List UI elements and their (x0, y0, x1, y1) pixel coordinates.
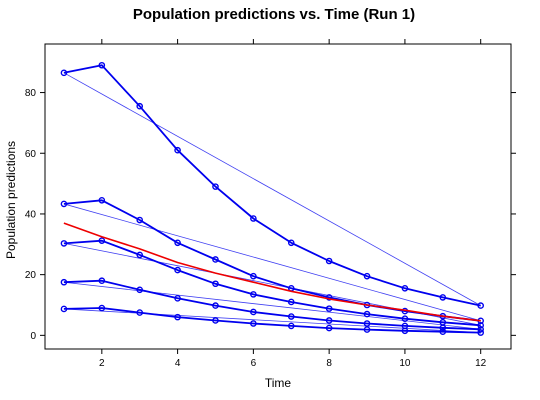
x-tick-label-1: 4 (175, 358, 181, 369)
series-line-4 (63, 307, 481, 334)
x-tick-label-5: 12 (475, 358, 487, 369)
data-point-3-3 (174, 295, 181, 302)
axis-ticks: 2 4 6 8 10 12 0 20 40 60 80 (25, 39, 516, 369)
data-point-2-4 (212, 280, 219, 288)
data-point-2-2 (136, 251, 144, 259)
data-point-4-10 (439, 328, 447, 336)
chart-title: Population predictions vs. Time (Run 1) (133, 6, 415, 23)
data-point-1-3 (174, 239, 181, 247)
data-point-2-7 (325, 305, 333, 312)
data-point-0-4 (212, 183, 219, 190)
data-point-3-5 (250, 308, 257, 316)
data-point-2-3 (174, 266, 181, 274)
data-point-0-1 (98, 61, 106, 69)
x-tick-label-0: 2 (99, 358, 105, 369)
data-point-2-9 (401, 315, 409, 322)
data-point-0-7 (325, 257, 333, 265)
spoke-line-3 (63, 281, 481, 330)
data-point-2-0 (60, 240, 68, 247)
data-point-4-11 (477, 329, 484, 336)
x-axis-label: Time (265, 376, 292, 390)
data-point-3-7 (325, 317, 333, 324)
data-point-1-4 (212, 256, 219, 263)
data-point-3-4 (212, 302, 219, 309)
data-point-0-10 (439, 294, 447, 301)
mean-curve-group (63, 222, 481, 322)
data-point-3-10 (439, 324, 447, 332)
data-point-2-8 (363, 310, 371, 318)
data-point-3-8 (363, 320, 371, 327)
data-point-0-0 (60, 69, 68, 77)
data-point-3-6 (287, 313, 295, 320)
data-point-0-2 (136, 102, 144, 110)
data-point-0-5 (250, 215, 257, 222)
plot-frame (44, 43, 512, 350)
data-point-4-9 (401, 327, 409, 335)
spoke-line-4 (63, 308, 481, 334)
data-point-4-4 (212, 317, 219, 324)
data-point-4-5 (250, 320, 257, 327)
data-point-3-0 (60, 278, 68, 286)
data-point-0-9 (401, 285, 409, 292)
data-point-1-2 (136, 216, 144, 224)
y-tick-label-3: 60 (25, 149, 37, 160)
data-point-4-1 (98, 304, 106, 312)
data-point-4-8 (363, 326, 371, 333)
data-point-0-11 (477, 302, 484, 309)
individual-series (60, 61, 484, 336)
data-point-3-1 (98, 277, 106, 285)
spoke-line-1 (63, 203, 481, 322)
spoke-line-0 (63, 72, 481, 306)
data-point-2-11 (477, 322, 484, 329)
x-tick-label-2: 6 (251, 358, 257, 369)
mean-curve (63, 222, 481, 322)
x-tick-label-3: 8 (326, 358, 332, 369)
y-axis-label: Population predictions (4, 141, 18, 259)
y-tick-label-1: 20 (25, 270, 37, 281)
data-point-1-0 (60, 200, 68, 208)
data-point-1-1 (98, 196, 106, 204)
y-tick-label-2: 40 (25, 209, 37, 220)
data-point-0-6 (287, 239, 295, 247)
data-point-0-3 (174, 146, 181, 154)
x-tick-label-4: 10 (399, 358, 411, 369)
data-point-2-5 (250, 291, 257, 298)
y-tick-label-0: 0 (30, 331, 36, 342)
data-point-4-6 (287, 322, 295, 330)
data-point-2-6 (287, 298, 295, 306)
y-tick-label-4: 80 (25, 88, 37, 99)
data-point-0-8 (363, 272, 371, 280)
data-point-1-5 (250, 272, 257, 280)
series-line-1 (63, 199, 481, 322)
series-line-2 (63, 239, 481, 327)
spoke-lines (63, 72, 481, 334)
data-point-2-1 (98, 237, 106, 244)
series-line-0 (63, 64, 481, 307)
data-point-1-7 (325, 294, 333, 301)
data-point-4-2 (136, 309, 144, 316)
data-point-3-2 (136, 286, 144, 294)
data-point-4-7 (325, 324, 333, 332)
series-line-3 (63, 279, 481, 331)
data-point-4-3 (174, 313, 181, 321)
data-point-4-0 (60, 305, 68, 313)
